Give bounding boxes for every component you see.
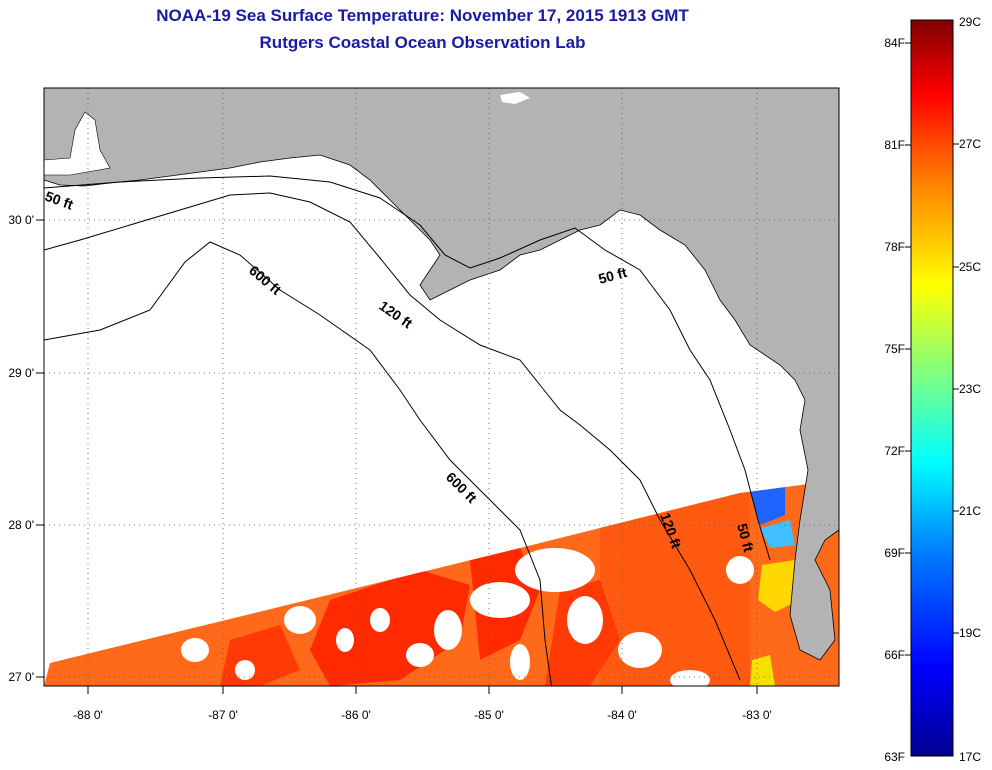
- mobile-bay: [44, 111, 111, 176]
- colorbar-ticks: [905, 42, 959, 656]
- lon-tick-label: -86 0': [341, 708, 371, 722]
- colorbar-c-label: 25C: [959, 260, 981, 274]
- colorbar: [910, 19, 954, 757]
- colorbar-f-label: 75F: [884, 342, 905, 356]
- colorbar-f-label: 81F: [884, 138, 905, 152]
- cloud-mask: [181, 548, 754, 686]
- sst-yellow-patch: [750, 655, 775, 686]
- map-title: NOAA-19 Sea Surface Temperature: Novembe…: [156, 6, 689, 25]
- land-mass: [44, 88, 839, 661]
- sst-cool-patch: [760, 520, 795, 548]
- colorbar-f-label: 72F: [884, 444, 905, 458]
- lat-tick-label: 30 0': [8, 213, 34, 227]
- colorbar-c-label: 27C: [959, 137, 981, 151]
- colorbar-c-label: 23C: [959, 382, 981, 396]
- contour-120ft: [44, 192, 741, 681]
- map-subtitle: Rutgers Coastal Ocean Observation Lab: [259, 33, 586, 52]
- colorbar-f-label: 66F: [884, 648, 905, 662]
- sst-yellow-patch: [758, 560, 800, 612]
- colorbar-c-label: 29C: [959, 15, 981, 29]
- colorbar-c-label: 19C: [959, 626, 981, 640]
- lake-patch: [500, 92, 530, 104]
- lat-tick-label: 29 0': [8, 366, 34, 380]
- lat-tick-label: 28 0': [8, 518, 34, 532]
- axis-ticks: [36, 219, 758, 694]
- lat-tick-label: 27 0': [8, 670, 34, 684]
- lon-tick-label: -87 0': [208, 708, 238, 722]
- lon-tick-label: -84 0': [607, 708, 637, 722]
- contour-50ft: [44, 175, 771, 561]
- depth-contours: [44, 175, 771, 686]
- colorbar-c-label: 21C: [959, 504, 981, 518]
- colorbar-f-label: 63F: [884, 750, 905, 764]
- map-frame: [43, 87, 840, 687]
- contour-600ft: [44, 241, 552, 686]
- lon-tick-label: -83 0': [742, 708, 772, 722]
- lon-tick-label: -85 0': [474, 708, 504, 722]
- colorbar-f-label: 78F: [884, 240, 905, 254]
- colorbar-c-label: 17C: [959, 750, 981, 764]
- colorbar-f-label: 84F: [884, 36, 905, 50]
- lon-tick-label: -88 0': [73, 708, 103, 722]
- colorbar-f-label: 69F: [884, 546, 905, 560]
- contour-label: 50 ft: [734, 522, 757, 554]
- contour-label: 50 ft: [597, 264, 629, 287]
- sst-cool-patch: [750, 482, 785, 525]
